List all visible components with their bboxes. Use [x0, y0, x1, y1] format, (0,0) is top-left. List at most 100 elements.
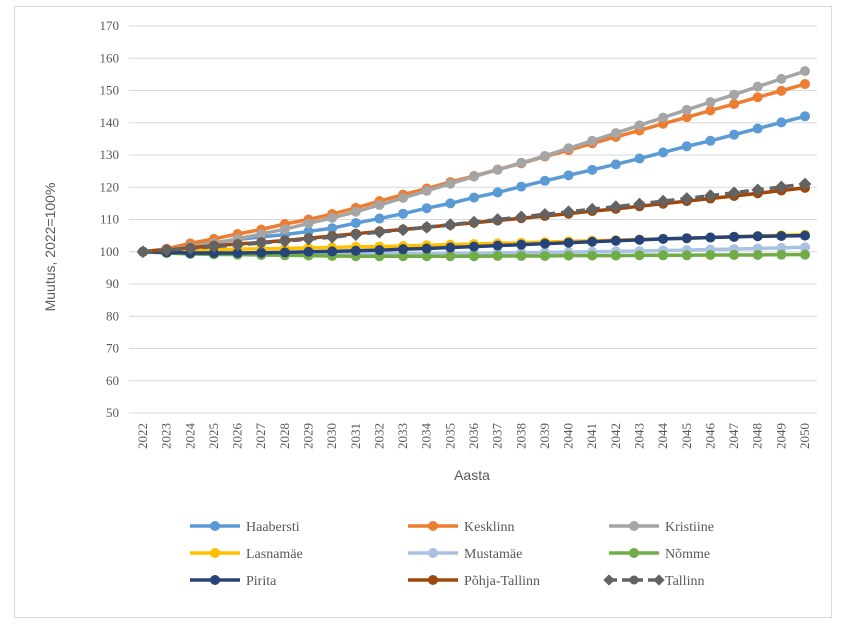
data-point — [136, 245, 150, 259]
y-tick-label: 70 — [106, 341, 119, 356]
x-tick-label: 2030 — [324, 423, 339, 449]
series-lines — [136, 66, 812, 262]
data-point — [398, 244, 409, 255]
legend-marker — [428, 548, 438, 558]
y-tick-label: 120 — [100, 179, 120, 194]
data-point — [445, 251, 456, 262]
legend-label: Nõmme — [665, 547, 710, 562]
data-point — [421, 203, 432, 214]
data-point — [398, 192, 409, 203]
data-point — [658, 112, 669, 123]
data-point — [800, 249, 810, 260]
y-tick-label: 50 — [106, 405, 119, 420]
y-tick-label: 100 — [100, 244, 120, 259]
data-point — [467, 215, 481, 229]
data-point — [421, 251, 432, 262]
legend-item: Tallinn — [603, 574, 704, 589]
x-tick-label: 2032 — [371, 423, 386, 449]
chart-frame: 50 60 70 80 90 100 110 120 130 140 150 160 170 2022 2… — [14, 6, 832, 618]
data-point — [516, 250, 527, 261]
data-point — [705, 232, 716, 243]
legend-label: Tallinn — [665, 574, 704, 589]
data-point — [373, 225, 386, 239]
data-point — [231, 238, 244, 252]
legend-item: Haabersti — [190, 520, 300, 535]
x-tick-label: 2028 — [277, 423, 292, 449]
data-point — [398, 208, 409, 219]
data-point — [492, 240, 503, 251]
legend-label: Põhja-Tallinn — [464, 574, 540, 589]
data-point — [539, 238, 550, 249]
x-tick-label: 2043 — [632, 423, 647, 449]
legend-label: Haabersti — [246, 520, 300, 535]
data-point — [705, 135, 716, 146]
data-point — [800, 111, 810, 122]
data-point — [469, 241, 479, 252]
data-point — [303, 246, 314, 257]
y-axis-ticks: 50 60 70 80 90 100 110 120 130 140 150 160 170 — [100, 18, 120, 420]
data-point — [634, 120, 645, 131]
data-point — [681, 141, 692, 152]
data-point — [492, 250, 503, 261]
legend-marker — [428, 521, 438, 531]
data-point — [516, 157, 527, 168]
x-tick-label: 2023 — [159, 423, 174, 449]
legend-label: Kristiine — [665, 520, 714, 535]
data-point — [160, 243, 174, 257]
x-tick-label: 2033 — [395, 423, 410, 449]
data-point — [374, 199, 385, 210]
x-tick-label: 2038 — [513, 423, 528, 449]
data-point — [610, 128, 621, 139]
x-tick-label: 2049 — [773, 423, 788, 449]
data-point — [327, 223, 338, 234]
data-point — [752, 92, 763, 103]
data-point — [681, 233, 692, 244]
data-point — [350, 206, 361, 217]
data-point — [587, 236, 598, 247]
data-point — [610, 250, 621, 261]
data-point — [729, 129, 740, 140]
data-point — [256, 247, 267, 258]
data-point — [421, 243, 432, 254]
data-point — [729, 231, 740, 242]
data-point — [539, 175, 550, 186]
data-point — [491, 213, 505, 226]
legend-marker — [629, 521, 639, 531]
data-point — [705, 249, 716, 260]
data-point — [752, 249, 763, 260]
legend-label: Lasnamäe — [246, 547, 303, 562]
data-point — [634, 153, 645, 164]
x-tick-label: 2024 — [182, 423, 197, 450]
data-point — [634, 250, 645, 261]
legend-item: Põhja-Tallinn — [408, 574, 540, 589]
legend-item: Lasnamäe — [190, 547, 303, 562]
x-tick-label: 2045 — [679, 423, 694, 449]
data-point — [349, 228, 363, 242]
data-point — [729, 99, 740, 110]
data-point — [752, 123, 763, 134]
legend-marker — [629, 575, 639, 585]
data-point — [207, 240, 221, 253]
data-point — [587, 164, 598, 175]
x-tick-label: 2044 — [655, 423, 670, 450]
data-point — [539, 150, 550, 161]
legend-item: Mustamäe — [408, 547, 522, 562]
data-point — [776, 117, 787, 128]
y-tick-label: 110 — [100, 212, 119, 227]
data-point — [208, 248, 219, 259]
data-point — [705, 97, 716, 108]
data-point — [705, 105, 716, 116]
data-point — [729, 89, 740, 100]
data-point — [469, 251, 479, 262]
data-point — [610, 159, 621, 170]
x-tick-label: 2041 — [584, 423, 599, 449]
x-tick-label: 2048 — [750, 423, 765, 449]
data-point — [658, 250, 669, 261]
x-tick-label: 2036 — [466, 423, 481, 450]
data-point — [279, 224, 290, 235]
data-point — [587, 250, 598, 261]
data-point — [563, 250, 574, 261]
data-point — [421, 185, 432, 196]
data-point — [256, 229, 267, 240]
data-point — [374, 213, 385, 224]
